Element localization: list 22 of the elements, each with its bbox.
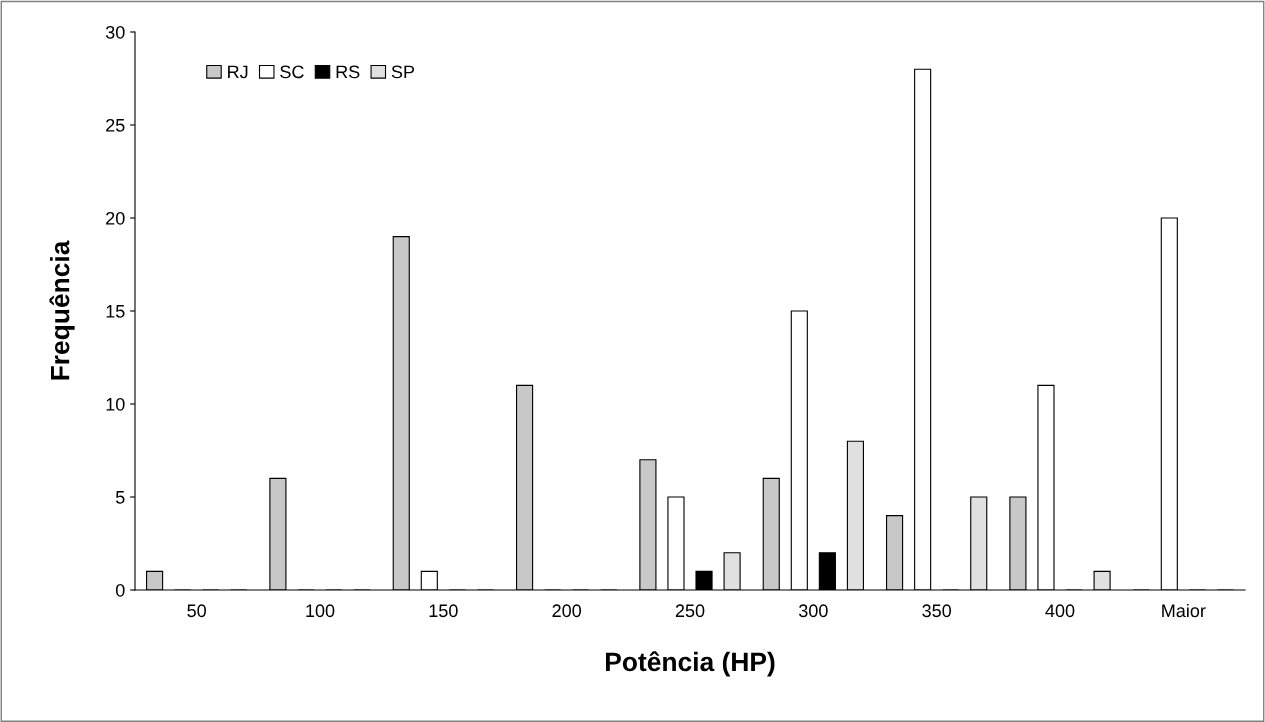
x-axis-title: Potência (HP) (605, 651, 775, 677)
legend-label: RJ (228, 65, 248, 79)
x-tick-label: 100 (306, 604, 335, 618)
legend-label: RS (336, 65, 360, 79)
x-tick-label: 50 (187, 604, 206, 618)
x-tick-label: 200 (552, 604, 582, 618)
y-tick-label: 0 (115, 583, 125, 597)
legend-label: SC (280, 65, 304, 79)
y-axis-title: Frequência (49, 240, 75, 380)
x-tick-label: 400 (1045, 604, 1075, 618)
y-tick-label: 25 (106, 118, 125, 132)
y-tick-label: 5 (115, 491, 125, 504)
x-tick-label: 300 (798, 604, 828, 618)
y-tick-label: 30 (105, 25, 125, 39)
x-tick-label: 350 (922, 604, 952, 618)
x-tick-label: 150 (429, 604, 458, 618)
y-tick-label: 20 (106, 211, 125, 225)
y-tick-label: 15 (106, 305, 125, 318)
legend-label: SP (391, 65, 415, 79)
x-tick-label: 250 (675, 604, 705, 618)
x-tick-label: Maior (1162, 603, 1206, 618)
y-tick-label: 10 (106, 397, 125, 411)
